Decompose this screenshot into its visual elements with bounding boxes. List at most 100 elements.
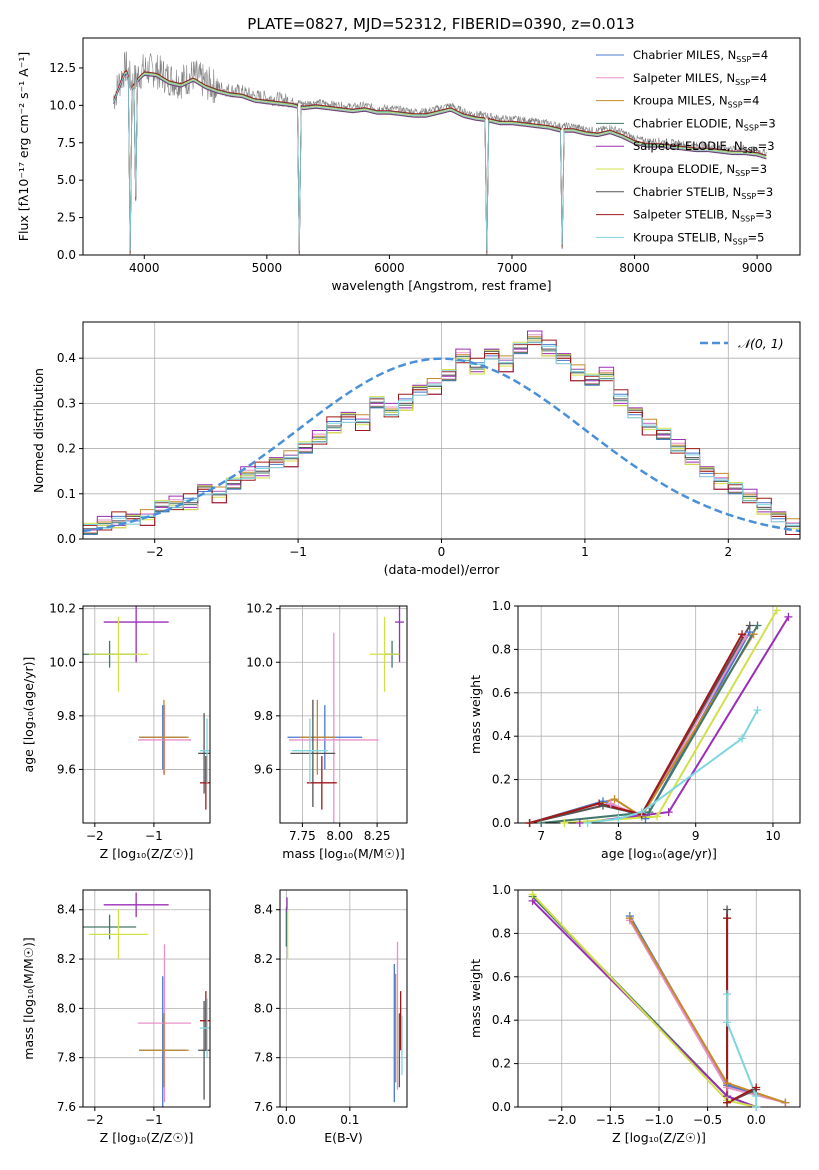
model-spectrum-5: [113, 71, 767, 253]
x-tick-label: −2: [86, 1113, 104, 1127]
weight-marker: [753, 706, 762, 715]
x-tick-label: 0: [438, 545, 446, 559]
y-tick-label: 0.0: [57, 532, 76, 546]
x-tick-label: 8.25: [364, 829, 391, 843]
legend-nssp: =4: [750, 71, 767, 85]
weight-marker: [606, 799, 615, 808]
y-tick-label: 0.4: [492, 729, 511, 743]
panel-residuals: −2 −1 0 1 2 0.0 0.1 0.2 0.3 0.4 (data-model)/error…: [31, 321, 801, 577]
legend-nssp: =5: [748, 230, 765, 244]
x-tick-label: 6000: [374, 261, 405, 275]
weight-line-0: [529, 631, 751, 823]
y-tick-label: 9.6: [57, 762, 76, 776]
y-tick-label: 0.0: [57, 248, 76, 262]
x-tick-label: 7: [537, 829, 545, 843]
plot-area: [83, 892, 210, 1107]
legend-label: Kroupa STELIB, NSSP=5: [633, 230, 764, 246]
model-spectrum-6: [113, 73, 767, 253]
weight-marker: [749, 630, 758, 639]
x-tick-label: 9000: [742, 261, 773, 275]
y-axis-label: Normed distribution: [31, 368, 46, 493]
weight-marker: [614, 814, 623, 823]
weight-line-7: [529, 633, 743, 823]
weight-marker: [772, 606, 781, 615]
weight-marker: [537, 819, 546, 827]
legend-label: Chabrier ELODIE, NSSP=3: [633, 116, 776, 132]
histogram-8: [83, 342, 800, 529]
y-tick-label: 7.6: [57, 1100, 76, 1114]
y-tick-label: 0.1: [57, 487, 76, 501]
x-tick-label: 8.00: [326, 829, 353, 843]
weight-marker: [637, 808, 646, 817]
panel-age-vs-mass: 7.75 8.00 8.25 9.6 9.8 10.0 10.2 mass [log₁₀(M/…: [246, 602, 408, 861]
x-axis-label: Z [log₁₀(Z/Z☉)]: [100, 846, 194, 861]
legend-nssp: =3: [758, 139, 775, 153]
legend-nssp: =3: [759, 116, 776, 130]
weight-line-6: [529, 625, 751, 823]
plot-area: [285, 897, 403, 1103]
x-tick-label: 4000: [129, 261, 160, 275]
y-tick-label: 10.2: [49, 602, 76, 616]
weight-marker: [738, 630, 747, 639]
plot-area: [113, 51, 767, 255]
weight-marker: [723, 1018, 732, 1027]
model-spectrum-3: [113, 70, 767, 254]
legend-nssp: =4: [751, 48, 768, 62]
y-tick-label: 0.8: [492, 926, 511, 940]
weight-marker: [723, 905, 732, 914]
y-tick-label: 9.8: [57, 709, 76, 723]
weight-marker: [595, 799, 604, 808]
axes-frame: [82, 37, 801, 256]
plot-area: [83, 330, 800, 535]
legend-subscript: SSP: [736, 55, 751, 64]
weight-marker: [753, 621, 762, 630]
weight-marker: [723, 990, 732, 999]
y-tick-label: 0.8: [492, 642, 511, 656]
x-tick-label: 9: [692, 829, 700, 843]
y-tick-label: 9.8: [254, 709, 273, 723]
x-axis-label: (data-model)/error: [384, 562, 501, 577]
y-tick-label: 0.0: [492, 816, 511, 830]
weight-marker: [610, 795, 619, 804]
y-tick-label: 7.5: [57, 136, 76, 150]
axes-frame: [82, 605, 211, 824]
x-tick-label: −2: [146, 545, 164, 559]
y-tick-label: 9.6: [254, 762, 273, 776]
x-tick-label: 1: [581, 545, 589, 559]
weight-marker: [625, 914, 634, 923]
legend-subscript: SSP: [741, 192, 756, 201]
x-tick-label: −1.0: [644, 1113, 673, 1127]
x-tick-label: 8000: [619, 261, 650, 275]
y-tick-label: 12.5: [49, 61, 76, 75]
weight-marker: [752, 1083, 761, 1092]
weight-marker: [738, 734, 747, 743]
weight-marker: [583, 819, 592, 827]
legend-label: Salpeter STELIB, NSSP=3: [633, 208, 772, 224]
legend-label: Chabrier STELIB, NSSP=3: [633, 185, 773, 201]
plot-area: [287, 606, 405, 823]
y-tick-label: 0.2: [492, 773, 511, 787]
panel-mass-vs-Z: −2 −1 7.6 7.8 8.0 8.2 8.4 Z [log₁₀(Z/Z☉)] mass […: [21, 889, 211, 1145]
x-tick-label: 5000: [252, 261, 283, 275]
y-tick-label: 0.3: [57, 396, 76, 410]
x-tick-label: −0.5: [693, 1113, 722, 1127]
x-tick-label: −1: [145, 1113, 163, 1127]
y-tick-label: 0.6: [492, 686, 511, 700]
model-spectrum-7: [113, 69, 767, 252]
legend-subscript: SSP: [740, 215, 755, 224]
normal-curve: [83, 357, 800, 533]
x-tick-label: 8: [615, 829, 623, 843]
weight-marker: [781, 1098, 790, 1107]
residual-legend: 𝒩(0, 1): [700, 336, 784, 351]
x-axis-label: age [log₁₀(age/yr)]: [601, 846, 717, 861]
weight-line-3: [541, 624, 759, 823]
panels: 4000 5000 6000 7000 8000 90000.02.55.07.510.0…: [16, 37, 801, 1145]
legend-label: Kroupa ELODIE, NSSP=3: [633, 162, 767, 178]
y-tick-label: 8.0: [57, 1001, 76, 1015]
y-tick-label: 8.2: [57, 952, 76, 966]
axes-frame: [279, 889, 408, 1108]
axes-frame: [279, 605, 408, 824]
x-tick-label: 0.0: [747, 1113, 766, 1127]
y-tick-label: 10.0: [246, 655, 273, 669]
y-tick-label: 0.4: [57, 351, 76, 365]
